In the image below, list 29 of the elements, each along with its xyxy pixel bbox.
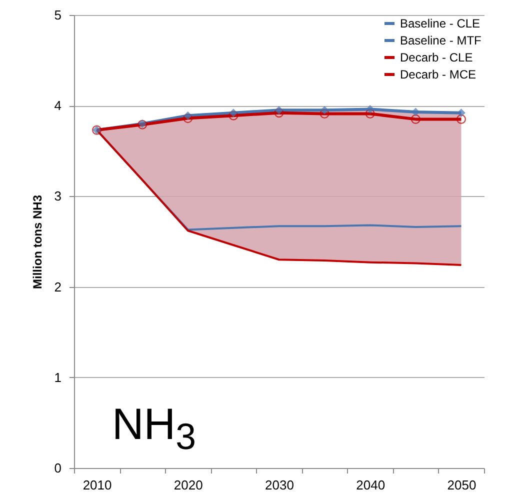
point <box>229 108 238 118</box>
point <box>183 114 193 124</box>
y-tick-label: 4 <box>54 98 62 114</box>
y-tick-label: 0 <box>54 460 62 476</box>
legend-label: Baseline - CLE <box>400 16 480 30</box>
point <box>320 108 330 119</box>
legend-label: Decarb - MCE <box>400 68 476 82</box>
point <box>184 111 192 120</box>
point <box>320 106 329 114</box>
x-tick-label: 2020 <box>174 478 203 492</box>
y-axis-title: Million tons NH3 <box>30 194 44 289</box>
point <box>274 106 284 114</box>
x-tick-label: 2050 <box>447 478 476 492</box>
point <box>365 108 375 119</box>
legend-label: Decarb - CLE <box>400 50 473 64</box>
y-tick-label: 3 <box>54 188 62 204</box>
y-tick-label: 1 <box>54 370 62 385</box>
y-tick-label: 2 <box>54 279 62 294</box>
point <box>456 114 466 124</box>
x-tick-label: 2040 <box>356 478 386 492</box>
legend-label: Baseline - MTF <box>400 34 482 48</box>
x-tick-label: 2030 <box>265 478 294 492</box>
point <box>457 108 466 118</box>
y-tick-label: 5 <box>54 8 62 22</box>
point <box>410 114 420 124</box>
annotation: NH$_{3}$ <box>112 400 196 458</box>
point <box>228 110 238 120</box>
point <box>274 108 284 118</box>
x-tick-label: 2010 <box>82 478 112 492</box>
